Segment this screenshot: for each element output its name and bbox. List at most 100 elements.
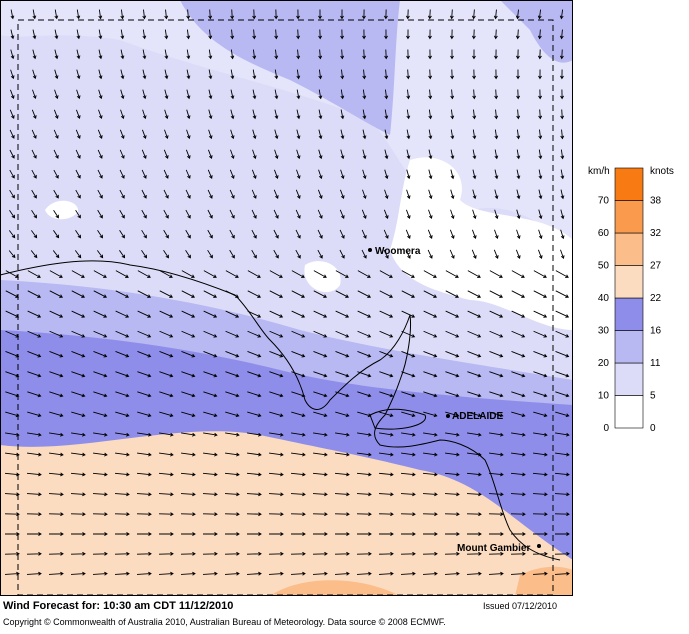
legend-swatch [614, 265, 644, 299]
wind-arrow [159, 351, 174, 358]
wind-arrow [75, 230, 82, 239]
wind-arrow [361, 229, 367, 239]
wind-arrow [26, 551, 42, 556]
wind-arrow [340, 9, 344, 20]
wind-arrow [186, 69, 191, 80]
wind-arrow [428, 189, 433, 200]
wind-arrow [142, 49, 147, 60]
wind-arrow [296, 129, 301, 140]
wind-arrow [312, 571, 328, 576]
wind-arrow [247, 411, 262, 418]
wind-arrow [268, 492, 284, 497]
wind-arrow [445, 290, 460, 298]
wind-arrow [163, 209, 169, 219]
wind-arrow [30, 250, 38, 259]
wind-arrow [251, 229, 257, 239]
wind-arrow [207, 249, 213, 259]
wind-arrow [516, 189, 521, 200]
legend-knots-label: 16 [650, 326, 662, 337]
wind-arrow [27, 452, 42, 457]
place-label: ADELAIDE [452, 411, 503, 422]
legend-kmh-label: 50 [598, 261, 610, 272]
wind-arrow [229, 249, 235, 259]
wind-arrow [467, 452, 482, 457]
wind-arrow [114, 472, 130, 477]
wind-arrow [357, 351, 372, 358]
legend-knots-label: 22 [650, 293, 662, 304]
wind-arrow [71, 391, 86, 398]
wind-arrow [97, 149, 103, 159]
wind-arrow [423, 351, 438, 358]
wind-arrow [246, 551, 262, 556]
wind-arrow [356, 512, 372, 517]
wind-arrow [291, 411, 306, 418]
wind-arrow [180, 532, 196, 536]
wind-arrow [208, 109, 213, 120]
wind-arrow [510, 492, 526, 497]
wind-arrow [247, 351, 262, 358]
wind-arrow [76, 109, 81, 120]
wind-arrow [137, 290, 152, 298]
legend-knots-label: 0 [650, 423, 656, 434]
wind-arrow [93, 330, 108, 338]
wind-arrow [423, 391, 438, 398]
wind-arrow [48, 571, 64, 576]
wind-arrow [163, 229, 169, 239]
wind-arrow [71, 351, 86, 358]
wind-arrow [510, 551, 526, 556]
wind-arrow [449, 29, 454, 40]
wind-arrow [48, 492, 64, 497]
wind-arrow [252, 49, 257, 60]
wind-arrow [290, 492, 306, 497]
wind-arrow [290, 571, 306, 576]
wind-arrow [230, 89, 235, 100]
wind-arrow [494, 89, 499, 100]
wind-arrow [49, 310, 64, 318]
wind-arrow [466, 571, 482, 576]
wind-arrow [560, 169, 565, 180]
legend-unit: km/h [588, 166, 610, 177]
region-medium [180, 0, 400, 135]
wind-arrow [488, 571, 504, 576]
wind-arrow [488, 512, 504, 517]
wind-arrow [164, 109, 169, 120]
wind-arrow [339, 229, 345, 239]
wind-arrow [291, 452, 306, 457]
wind-arrow [181, 411, 196, 418]
wind-arrow [269, 330, 284, 338]
wind-arrow [141, 250, 148, 259]
wind-arrow [290, 512, 306, 517]
wind-arrow [246, 571, 262, 576]
wind-arrow [318, 149, 323, 160]
wind-arrow [335, 371, 350, 378]
wind-arrow [510, 571, 526, 576]
wind-arrow [225, 270, 239, 278]
wind-arrow [428, 209, 433, 220]
wind-arrow [471, 29, 476, 40]
wind-arrow [164, 9, 169, 20]
wind-arrow [379, 452, 394, 457]
wind-arrow [164, 29, 169, 40]
wind-arrow [10, 9, 15, 20]
wind-arrow [185, 249, 191, 259]
wind-arrow [54, 49, 59, 60]
wind-arrow [53, 129, 59, 139]
wind-arrow [384, 169, 389, 180]
wind-arrow [312, 472, 328, 477]
wind-arrow [136, 551, 152, 556]
wind-arrow [384, 149, 389, 160]
wind-arrow [163, 169, 169, 179]
wind-arrow [225, 290, 240, 298]
wind-arrow [335, 330, 350, 338]
wind-arrow [445, 432, 460, 437]
wind-arrow [515, 249, 521, 260]
wind-arrow [406, 169, 411, 180]
wind-arrow [511, 391, 526, 398]
wind-arrow [49, 371, 64, 378]
wind-arrow [75, 169, 81, 179]
wind-arrow [295, 229, 301, 239]
wind-arrow [52, 250, 60, 259]
wind-arrow [401, 452, 416, 457]
wind-arrow [75, 129, 81, 139]
